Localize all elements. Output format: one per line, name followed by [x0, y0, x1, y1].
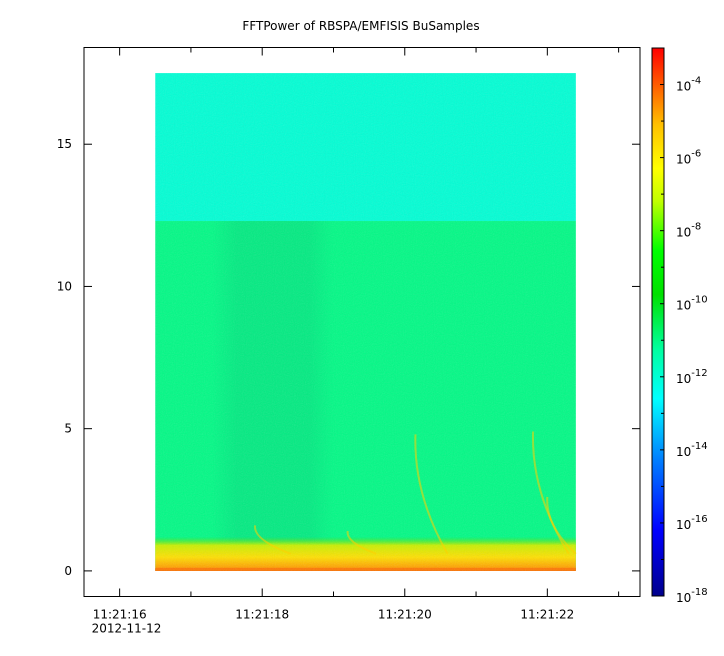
colorbar: [651, 47, 665, 597]
colorbar-axis: 10-4 10-6 10-8 10-10 10-12 10-14 10-16 10-18: [660, 47, 708, 605]
colorbar-tick-label: 10-16: [676, 514, 708, 532]
x-tick-label: 11:21:18: [235, 608, 289, 622]
y-tick-label: 15: [57, 137, 72, 151]
colorbar-tick-label: 10-8: [676, 222, 701, 240]
colorbar-tick-label: 10-14: [676, 441, 708, 459]
y-tick-label: 0: [64, 564, 72, 578]
y-tick-label: 10: [57, 279, 72, 293]
chart-title: FFTPower of RBSPA/EMFISIS BuSamples: [242, 19, 479, 33]
spectrogram-texture: [155, 73, 576, 571]
x-date-label: 2012-11-12: [92, 622, 162, 636]
colorbar-tick-label: 10-4: [676, 76, 701, 94]
colorbar-tick-label: 10-10: [676, 295, 708, 313]
colorbar-tick-label: 10-6: [676, 149, 701, 167]
x-tick-label: 11:21:20: [378, 608, 432, 622]
colorbar-tick-label: 10-12: [676, 368, 708, 386]
whistler-streak: [532, 431, 570, 555]
spectrogram-image: [155, 73, 577, 571]
whistler-streak: [546, 496, 577, 555]
x-tick-label: 11:21:22: [520, 608, 574, 622]
x-tick-label: 11:21:16: [93, 608, 147, 622]
whistler-streak: [254, 525, 292, 555]
colorbar-tick-label: 10-18: [676, 587, 708, 605]
whistler-streak: [414, 434, 449, 555]
y-tick-label: 5: [64, 422, 72, 436]
whistler-streak: [346, 530, 377, 555]
